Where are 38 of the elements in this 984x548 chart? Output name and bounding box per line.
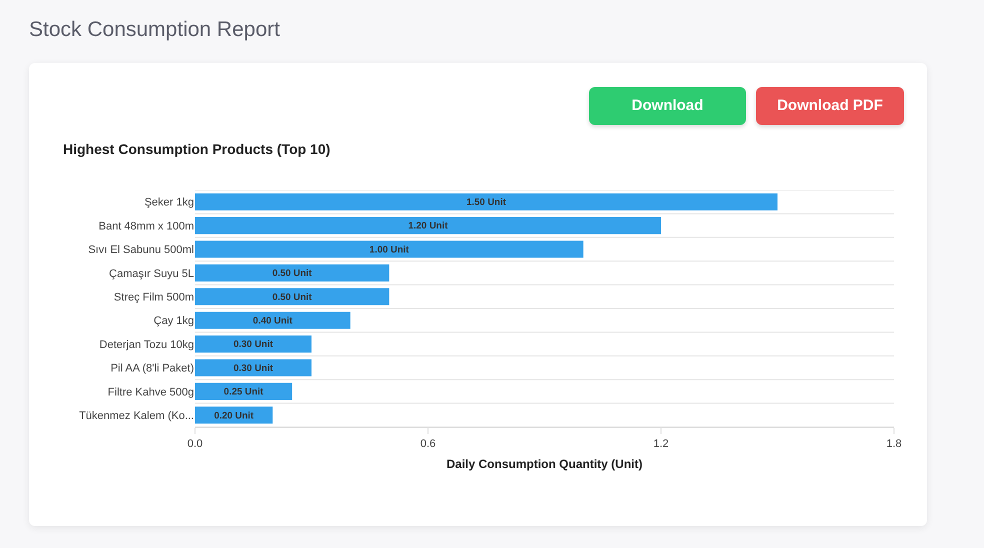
download-button[interactable]: Download PDF (756, 87, 904, 125)
bar (195, 359, 312, 376)
y-tick-label: Pil AA (8'li Paket) (110, 362, 194, 375)
y-tick-label: Bant 48mm x 100m (98, 220, 194, 232)
y-tick-label: Çay 1kg (154, 315, 194, 328)
y-tick-label: Şeker 1kg (144, 196, 194, 209)
x-tick-label: 0.0 (187, 438, 203, 450)
bar (195, 193, 778, 210)
data-label: 1.50 Unit (466, 197, 507, 208)
data-label: 1.20 Unit (408, 220, 449, 232)
bar (195, 240, 584, 258)
y-tick-label: Sıvı El Sabunu 500ml (88, 244, 194, 256)
x-tick-label: 1.2 (653, 438, 669, 450)
y-tick-label: Filtre Kahve 500g (108, 386, 194, 398)
data-label: 0.50 Unit (272, 292, 313, 303)
chart-title: Highest Consumption Products (Top 10) (63, 140, 330, 157)
bar (195, 312, 350, 329)
x-tick-label: 1.8 (886, 438, 902, 450)
data-label: 0.40 Unit (252, 316, 294, 327)
bar (195, 264, 390, 282)
y-tick-label: Deterjan Tozu 10kg (99, 338, 194, 351)
x-axis-title: Daily Consumption Quantity (Unit) (446, 457, 642, 472)
data-label: 0.20 Unit (214, 410, 254, 422)
data-label: 0.30 Unit (234, 362, 274, 374)
data-label: 0.50 Unit (272, 268, 313, 280)
text: Stock Consumption Report (29, 18, 280, 42)
bar (195, 217, 661, 234)
bar (195, 336, 312, 353)
bar (195, 288, 390, 306)
data-label: 0.25 Unit (224, 386, 264, 398)
bar (195, 382, 292, 400)
data-label: 1.00 Unit (369, 244, 410, 256)
y-tick-label: Çamaşır Suyu 5L (109, 268, 194, 280)
x-tick-label: 0.6 (420, 438, 436, 450)
download-button[interactable]: Download (589, 87, 746, 125)
y-tick-label: Streç Film 500m (114, 292, 194, 304)
y-tick-label: Tükenmez Kalem (Ko... (79, 410, 194, 422)
data-label: 0.30 Unit (234, 339, 274, 350)
